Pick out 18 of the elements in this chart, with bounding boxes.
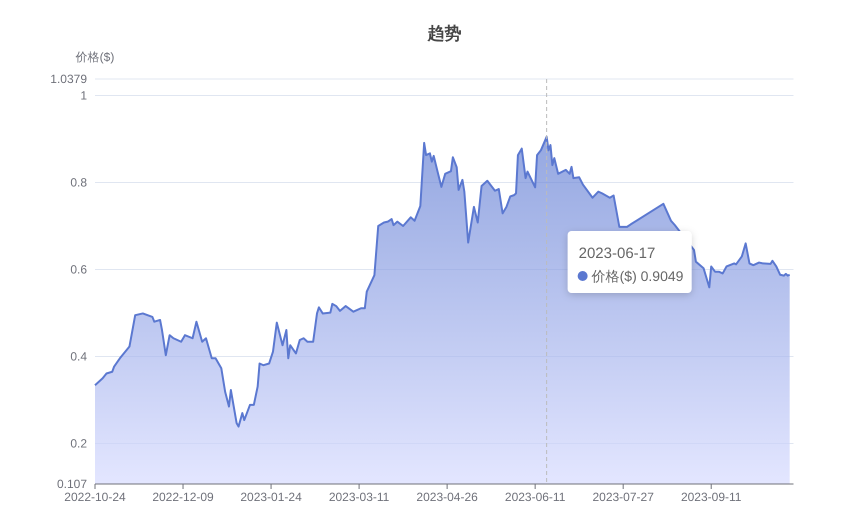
x-tick-label: 2023-04-26 [416, 490, 478, 504]
y-tick-label: 0.2 [70, 436, 88, 451]
y-tick-label: 0.107 [56, 477, 88, 491]
y-tick-label: 0.6 [70, 262, 88, 277]
x-tick-label: 2023-07-27 [592, 490, 654, 504]
x-tick-label: 2023-03-11 [328, 490, 390, 504]
y-tick-label: 1 [80, 88, 88, 102]
x-tick-label: 2023-09-11 [680, 490, 742, 504]
x-tick-label: 2022-10-24 [64, 490, 126, 504]
y-tick-label: 1.0379 [50, 72, 88, 86]
x-tick-label: 2023-01-24 [240, 490, 302, 504]
chart-title: 趋势 [426, 24, 462, 43]
annotation: 2023-06-17 价格($) 0.9049 [578, 245, 684, 284]
y-axis-title: 价格($) [74, 50, 114, 64]
x-tick-label: 2022-12-09 [152, 490, 214, 504]
y-tick-label: 0.8 [70, 176, 88, 190]
x-tick-label: 2023-06-11 [504, 490, 566, 504]
y-tick-label: 0.4 [70, 350, 88, 364]
